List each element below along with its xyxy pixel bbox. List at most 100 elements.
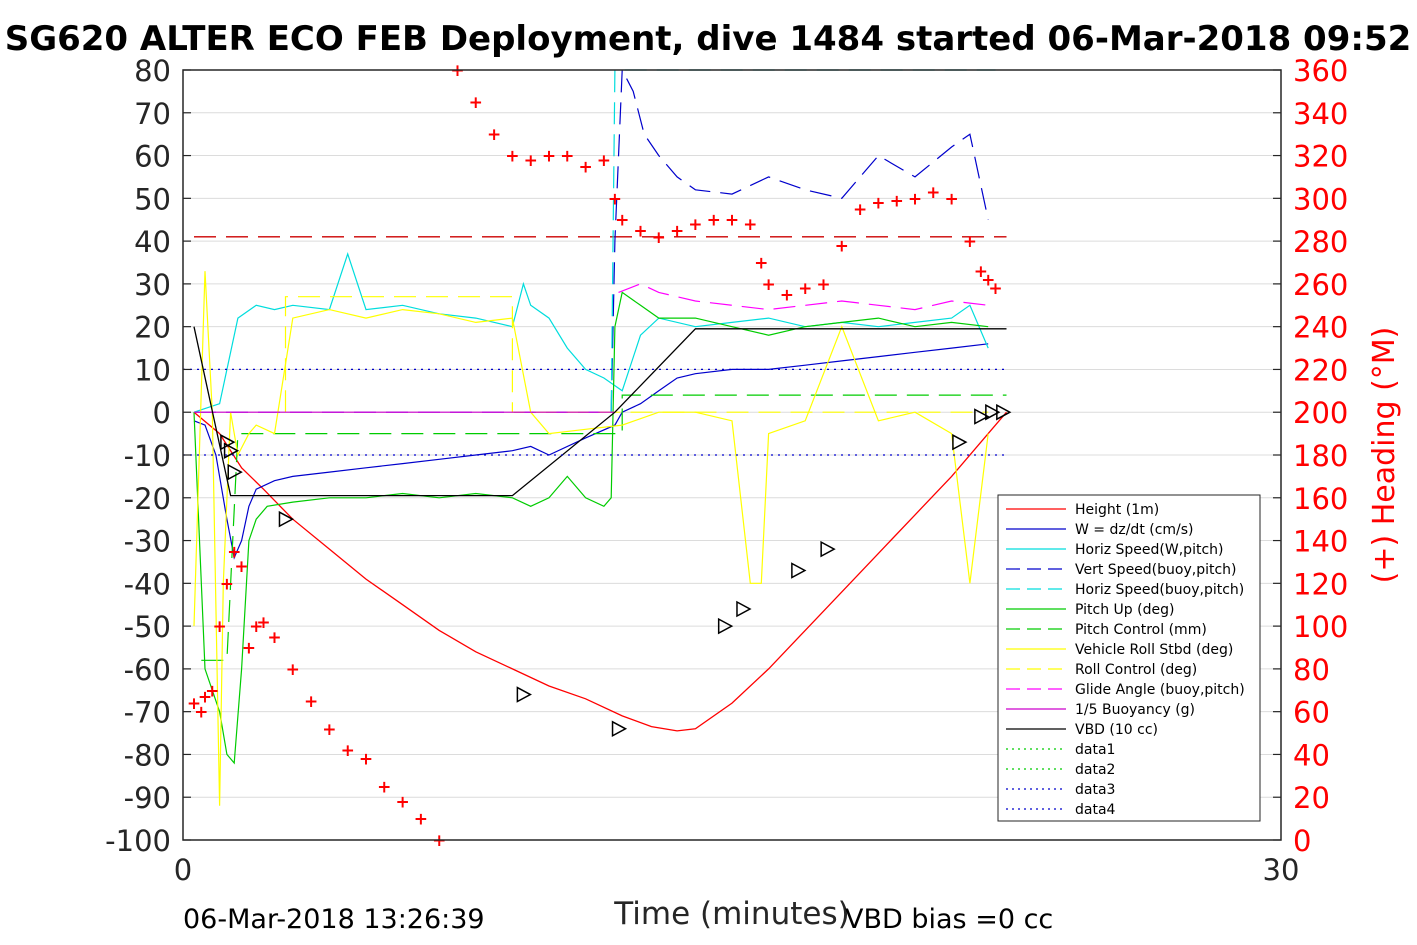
heading-point: + — [798, 279, 812, 299]
series-line — [201, 394, 1007, 661]
series-line — [193, 343, 989, 560]
heading-point: + — [963, 232, 977, 252]
y-right-tick-label: 180 — [1293, 439, 1348, 473]
x-axis-label: Time (minutes) — [613, 896, 849, 932]
heading-point: + — [908, 189, 922, 209]
heading-point: + — [524, 151, 538, 171]
y-right-tick-label: 100 — [1293, 610, 1348, 644]
y-tick-label: 0 — [153, 396, 171, 430]
y-tick-label: -10 — [124, 439, 171, 473]
y-right-tick-label: 0 — [1293, 824, 1311, 858]
chart-title: SG620 ALTER ECO FEB Deployment, dive 148… — [5, 19, 1412, 59]
legend-label: Horiz Speed(W,pitch) — [1075, 542, 1223, 558]
y-tick-label: 10 — [134, 353, 171, 387]
heading-point: + — [220, 574, 234, 594]
series-lines — [183, 67, 1007, 806]
left-axis-ticks: 80 70 60 50 40 30 20 10 0 -10 -20 -30 -40 -50 -60 -70 -8… — [105, 54, 191, 858]
heading-point: + — [578, 157, 592, 177]
y-right-tick-label: 80 — [1293, 653, 1330, 687]
heading-point: + — [974, 262, 988, 282]
y-right-tick-label: 140 — [1293, 525, 1348, 559]
series-line — [618, 283, 989, 311]
legend-label: Vert Speed(buoy,pitch) — [1075, 562, 1237, 578]
legend: Height (1m) W = dz/dt (cm/s) Horiz Speed(W… — [997, 494, 1261, 822]
y-right-tick-label: 280 — [1293, 225, 1348, 259]
footer-timestamp: 06-Mar-2018 13:26:39 — [183, 904, 485, 935]
y-tick-label: 20 — [134, 311, 171, 345]
x-tick-label: 0 — [174, 853, 192, 887]
series-line — [193, 326, 1007, 497]
heading-points: ++++++++++++++++ +++++++++ + + ++ ++++ + + + + + ++… — [187, 61, 1003, 851]
legend-label: 1/5 Buoyancy (g) — [1075, 702, 1195, 718]
heading-point: + — [725, 211, 739, 231]
heading-point: + — [395, 793, 409, 813]
y-right-tick-label: 300 — [1293, 182, 1348, 216]
series-line — [193, 411, 1007, 732]
heading-point: + — [835, 236, 849, 256]
y-right-tick-label: 220 — [1293, 353, 1348, 387]
series-line — [284, 296, 989, 413]
legend-label: VBD (10 cc) — [1075, 722, 1158, 738]
turn-marker — [278, 510, 295, 528]
turn-marker — [952, 433, 968, 451]
heading-point: + — [256, 613, 270, 633]
heading-point: + — [234, 557, 248, 577]
heading-point: + — [743, 215, 757, 235]
heading-point: + — [341, 741, 355, 761]
heading-point: + — [198, 688, 212, 708]
y-right-tick-label: 20 — [1293, 781, 1330, 815]
legend-label: data2 — [1075, 762, 1115, 778]
y-right-tick-label: 340 — [1293, 97, 1348, 131]
legend-label: Pitch Up (deg) — [1075, 602, 1174, 618]
heading-point: + — [816, 275, 830, 295]
heading-point: + — [652, 228, 666, 248]
y-tick-label: 60 — [134, 140, 171, 174]
heading-point: + — [322, 720, 336, 740]
turn-marker — [717, 617, 734, 635]
heading-point: + — [249, 617, 263, 637]
y-tick-label: -30 — [124, 525, 171, 559]
legend-label: Glide Angle (buoy,pitch) — [1075, 682, 1245, 698]
turn-marker — [996, 403, 1012, 421]
heading-point: + — [267, 628, 281, 648]
series-line — [193, 291, 989, 765]
y-tick-label: 80 — [134, 54, 171, 88]
turn-marker — [791, 562, 807, 579]
heading-point: + — [286, 660, 300, 680]
turn-markers — [220, 403, 1012, 738]
heading-point: + — [560, 147, 574, 167]
heading-point: + — [707, 211, 721, 231]
y-tick-label: -80 — [124, 738, 171, 772]
y-right-tick-label: 200 — [1293, 396, 1348, 430]
heading-point: + — [633, 221, 647, 241]
heading-point: + — [688, 215, 702, 235]
turn-marker — [736, 600, 752, 618]
heading-point: + — [205, 681, 219, 701]
legend-label: Vehicle Roll Stbd (deg) — [1075, 642, 1233, 658]
y-tick-label: 40 — [134, 225, 171, 259]
heading-point: + — [988, 279, 1002, 299]
footer-vbd-bias: VBD bias =0 cc — [845, 904, 1053, 935]
turn-marker — [820, 540, 836, 558]
turn-marker — [611, 720, 628, 738]
heading-point: + — [432, 831, 446, 851]
heading-point: + — [670, 221, 684, 241]
y-right-tick-label: 360 — [1293, 54, 1348, 88]
heading-point: + — [890, 191, 904, 211]
turn-marker — [985, 403, 1001, 421]
y-tick-label: 50 — [134, 182, 171, 216]
turn-marker — [516, 686, 532, 703]
heading-point: + — [944, 189, 958, 209]
y-tick-label: -100 — [105, 824, 171, 858]
y-right-tick-label: 40 — [1293, 738, 1330, 772]
heading-point: + — [615, 211, 629, 231]
heading-point: + — [487, 125, 501, 145]
series-line — [193, 271, 989, 806]
legend-label: W = dz/dt (cm/s) — [1075, 522, 1194, 538]
heading-point: + — [359, 750, 373, 770]
heading-point: + — [212, 617, 226, 637]
heading-point: + — [227, 542, 241, 562]
legend-label: Roll Control (deg) — [1075, 662, 1197, 678]
legend-label: Pitch Control (mm) — [1075, 622, 1207, 638]
